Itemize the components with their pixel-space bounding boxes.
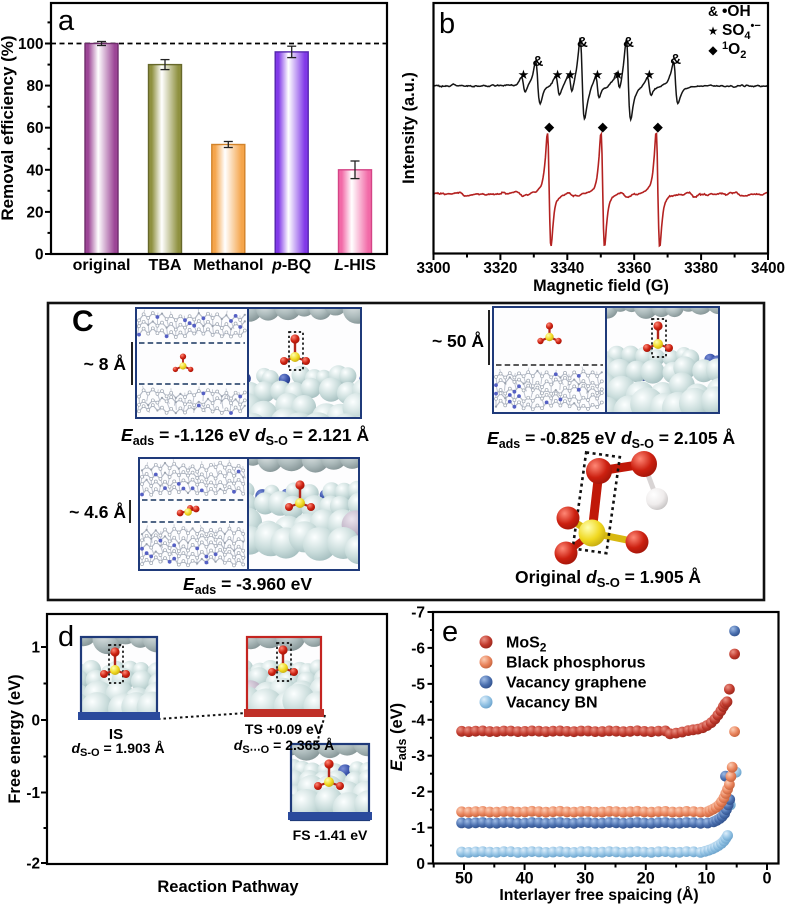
svg-text:Eads (eV): Eads (eV) [388,703,409,771]
svg-text:★: ★ [643,67,655,82]
svg-text:FS -1.41 eV: FS -1.41 eV [293,827,368,843]
svg-text:Eads = -0.825 eV dS-O = 2.105: Eads = -0.825 eV dS-O = 2.105 Å [487,428,735,451]
svg-text:-6: -6 [411,640,425,657]
svg-text:★: ★ [564,67,576,82]
svg-text:3360: 3360 [617,260,651,277]
svg-text:★: ★ [552,67,564,82]
svg-text:3380: 3380 [684,260,718,277]
svg-text:Reaction Pathway: Reaction Pathway [157,878,299,896]
svg-text:d: d [58,621,74,653]
svg-text:&: & [532,53,543,70]
svg-text:3300: 3300 [416,260,450,277]
svg-text:3400: 3400 [751,260,785,277]
svg-text:a: a [58,5,75,37]
svg-text:0: 0 [35,247,44,264]
svg-text:L-HIS: L-HIS [334,257,376,274]
svg-text:◆: ◆ [598,119,608,134]
svg-text:★: ★ [708,24,719,38]
svg-text:Free energy (eV): Free energy (eV) [6,674,24,803]
svg-text:50: 50 [455,870,473,888]
svg-text:3320: 3320 [483,260,517,277]
svg-text:Eads = -3.960 eV: Eads = -3.960 eV [183,574,312,597]
svg-text:0: 0 [416,856,425,873]
svg-text:Vacancy graphene: Vacancy graphene [506,675,647,692]
svg-text:TBA: TBA [149,257,182,274]
svg-text:60: 60 [26,120,43,137]
svg-text:-1: -1 [26,785,40,802]
svg-text:Original dS-O = 1.905 Å: Original dS-O = 1.905 Å [515,567,701,590]
svg-text:&: & [708,3,718,19]
svg-text:40: 40 [516,870,534,888]
svg-text:Interlayer free spaicing (Å): Interlayer free spaicing (Å) [499,885,698,904]
svg-text:1: 1 [31,640,40,657]
svg-text:20: 20 [637,870,655,888]
svg-text:-2: -2 [411,784,425,801]
svg-text:Black phosphorus: Black phosphorus [506,655,646,672]
svg-text:SO4•−: SO4•− [722,20,761,42]
svg-text:10: 10 [697,870,715,888]
svg-text:0: 0 [31,713,40,730]
svg-text:Removal efficiency (%): Removal efficiency (%) [0,35,17,220]
svg-text:b: b [439,8,455,40]
svg-text:0: 0 [762,870,771,888]
svg-text:40: 40 [26,162,43,179]
svg-text:Intensity (a.u.): Intensity (a.u.) [400,72,418,184]
svg-text:3340: 3340 [550,260,584,277]
svg-text:-2: -2 [26,856,40,873]
svg-text:~ 4.6 Å: ~ 4.6 Å [69,502,126,522]
svg-text:1O2: 1O2 [722,40,746,61]
svg-text:e: e [442,616,458,648]
svg-text:★: ★ [612,67,624,82]
svg-text:MoS2: MoS2 [506,635,547,655]
svg-text:30: 30 [576,870,594,888]
svg-text:-1: -1 [411,820,425,837]
svg-text:TS +0.09 eV: TS +0.09 eV [245,721,324,737]
svg-text:◆: ◆ [544,119,554,134]
svg-text:20: 20 [26,204,43,221]
svg-text:•OH: •OH [722,3,751,20]
svg-text:original: original [73,257,131,274]
svg-text:Vacancy BN: Vacancy BN [506,695,598,712]
svg-text:~ 50 Å: ~ 50 Å [432,331,484,351]
svg-text:-3: -3 [411,748,425,765]
svg-text:-7: -7 [411,605,425,622]
svg-text:◆: ◆ [708,43,718,57]
svg-text:★: ★ [518,67,530,82]
svg-text:Methanol: Methanol [193,257,263,274]
svg-text:C: C [72,305,94,338]
svg-text:~ 8 Å: ~ 8 Å [84,354,127,374]
svg-text:◆: ◆ [653,119,663,134]
svg-text:Magnetic field (G): Magnetic field (G) [533,277,669,295]
svg-text:80: 80 [26,78,43,95]
svg-text:p-BQ: p-BQ [271,257,311,274]
svg-text:IS: IS [109,726,123,743]
svg-text:-4: -4 [411,712,425,729]
svg-text:★: ★ [592,67,604,82]
svg-text:100: 100 [18,36,44,53]
svg-text:dS-O = 1.903 Å: dS-O = 1.903 Å [71,740,164,759]
svg-text:&: & [577,34,588,51]
svg-text:dS⋯O = 2.365 Å: dS⋯O = 2.365 Å [234,737,334,756]
svg-text:Eads = -1.126 eV dS-O = 2.121: Eads = -1.126 eV dS-O = 2.121 Å [121,425,369,448]
svg-text:-5: -5 [411,676,425,693]
svg-text:&: & [623,34,634,51]
svg-text:&: & [670,51,681,68]
